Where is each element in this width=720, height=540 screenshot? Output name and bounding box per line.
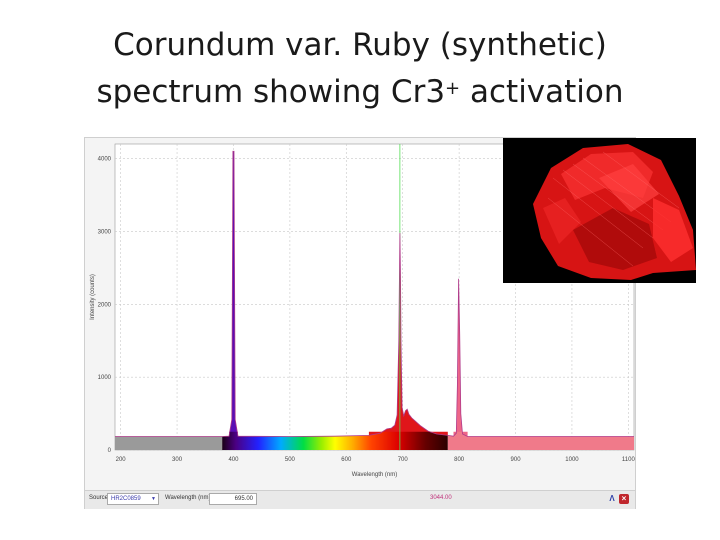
intensity-readout: 3044.00 <box>430 495 452 501</box>
x-tick-label: 800 <box>454 457 465 463</box>
x-tick-label: 600 <box>341 457 352 463</box>
x-tick-label: 500 <box>285 457 296 463</box>
x-tick-label: 1000 <box>565 457 579 463</box>
x-axis-label: Wavelength (nm) <box>352 472 397 478</box>
title-line-2-end: activation <box>460 74 624 110</box>
x-tick-label: 200 <box>116 457 127 463</box>
source-label: Source: <box>89 495 110 501</box>
y-tick-label: 4000 <box>98 157 112 163</box>
ruby-crystal-image <box>533 144 696 280</box>
source-value: HR2C0859 <box>111 496 141 502</box>
y-tick-label: 0 <box>108 448 112 454</box>
title-line-2: spectrum showing Cr3+ activation <box>0 69 720 116</box>
wavelength-label: Wavelength (nm): <box>165 495 213 501</box>
x-tick-label: 300 <box>172 457 183 463</box>
y-axis-label: Intensity (counts) <box>90 274 96 320</box>
x-tick-label: 400 <box>228 457 239 463</box>
y-tick-label: 2000 <box>98 302 112 308</box>
title-superscript: + <box>445 78 461 99</box>
bottom-toolbar: Source: HR2C0859 ▼ Wavelength (nm): 695.… <box>85 490 635 509</box>
violet-peak-fill <box>229 151 238 437</box>
wavelength-value: 695.00 <box>234 496 253 502</box>
chevron-down-icon: ▼ <box>151 496 156 502</box>
ruby-photo <box>503 138 696 283</box>
x-tick-label: 1100 <box>622 457 635 463</box>
y-tick-label: 3000 <box>98 229 112 235</box>
spectrum-line <box>115 150 634 437</box>
x-tick-label: 900 <box>511 457 522 463</box>
close-icon[interactable]: × <box>619 494 629 504</box>
source-select[interactable]: HR2C0859 ▼ <box>107 493 159 505</box>
wavelength-input[interactable]: 695.00 <box>209 493 257 505</box>
title-line-1: Corundum var. Ruby (synthetic) <box>113 27 607 63</box>
axes: 200 300 400 500 600 700 800 900 1000 1100 0 1000 200… <box>98 157 635 463</box>
spectrum-icon[interactable]: Λ <box>609 494 615 503</box>
x-tick-label: 700 <box>398 457 409 463</box>
y-tick-label: 1000 <box>98 375 112 381</box>
slide-title: Corundum var. Ruby (synthetic) spectrum … <box>0 22 720 116</box>
title-line-2-text: spectrum showing Cr3 <box>96 74 446 110</box>
